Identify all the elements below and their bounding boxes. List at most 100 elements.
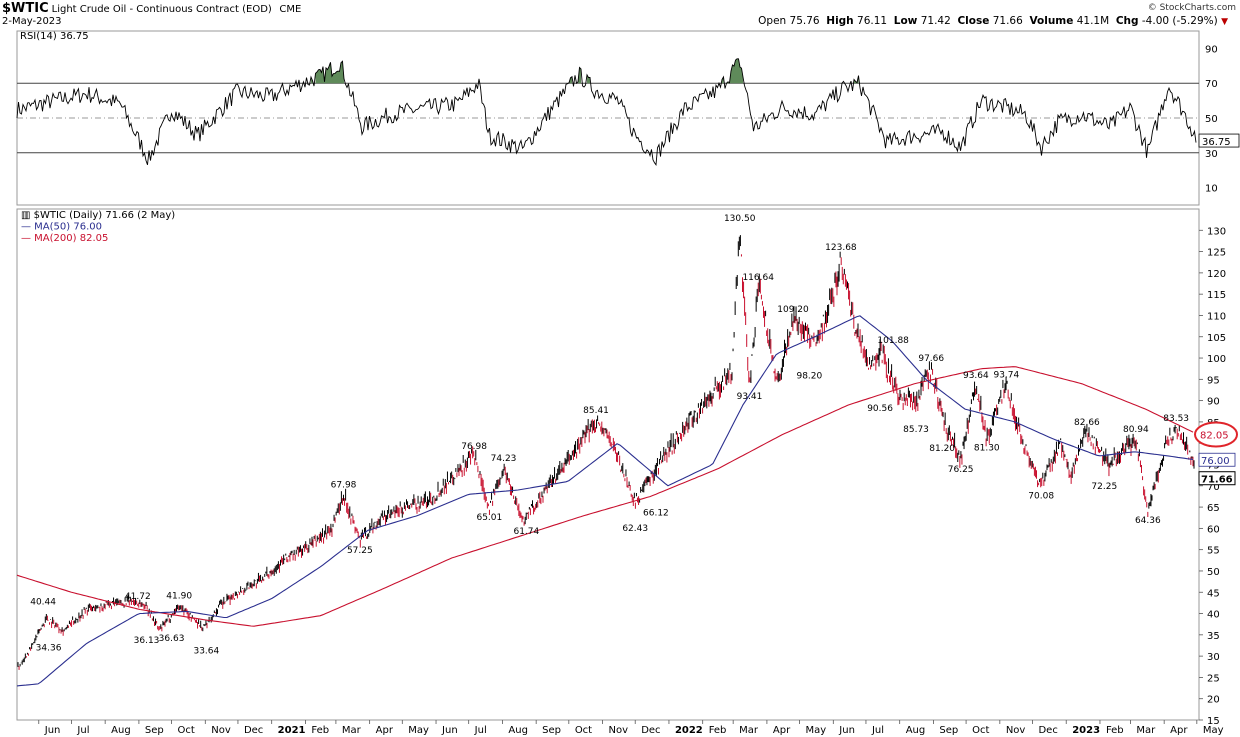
price-annotation: 65.01: [476, 513, 502, 523]
low-label: Low: [893, 15, 918, 27]
x-tick-label: Aug: [906, 725, 926, 736]
price-tick-95: 95: [1207, 375, 1220, 386]
price-annotation: 41.72: [125, 592, 151, 602]
x-tick-label: Sep: [542, 725, 561, 736]
price-annotation: 66.12: [643, 508, 669, 518]
price-tick-15: 15: [1207, 716, 1220, 727]
x-tick-label: Apr: [1170, 725, 1188, 736]
price-annotation: 41.90: [166, 591, 192, 601]
symbol-title: $WTIC Light Crude Oil - Continuous Contra…: [2, 1, 301, 16]
ma50-last-value-box: [1198, 452, 1236, 467]
down-arrow-icon: ▼: [1221, 17, 1228, 27]
price-tick-40: 40: [1207, 610, 1220, 621]
x-tick-label: Jun: [838, 725, 855, 736]
chg-label: Chg: [1115, 15, 1139, 27]
close-last-value-box: [1198, 471, 1236, 486]
close-last-value: 71.66: [1201, 475, 1233, 486]
high-value: 76.11: [857, 15, 888, 27]
price-tick-105: 105: [1207, 333, 1226, 344]
price-annotation: 130.50: [724, 214, 756, 224]
price-frame: [16, 208, 1200, 721]
price-annotation: 64.36: [1135, 516, 1161, 526]
price-annotation: 90.56: [867, 404, 893, 414]
price-tick-90: 90: [1207, 397, 1220, 408]
price-tick-20: 20: [1207, 695, 1220, 706]
symbol-description: Light Crude Oil - Continuous Contract (E…: [51, 4, 272, 15]
ma200-last-value-circle: [1194, 421, 1238, 448]
x-tick-label: May: [408, 725, 429, 736]
rsi-tick-50: 50: [1205, 114, 1218, 125]
x-tick-label: Nov: [211, 725, 231, 736]
x-tick-label: Dec: [641, 725, 660, 736]
x-tick-label: 2021: [278, 725, 306, 736]
price-annotation: 61.74: [513, 527, 539, 537]
price-annotation: 81.30: [974, 444, 1000, 454]
price-annotation: 80.94: [1123, 425, 1149, 435]
x-tick-label: Jun: [44, 725, 61, 736]
x-tick-label: Mar: [342, 725, 362, 736]
price-tick-130: 130: [1207, 226, 1226, 237]
price-tick-110: 110: [1207, 311, 1226, 322]
price-tick-120: 120: [1207, 269, 1226, 280]
rsi-title: RSI(14) 36.75: [20, 31, 89, 42]
legend-entry: — MA(50) 76.00: [21, 222, 102, 233]
quote-line: Open 75.76 High 76.11 Low 71.42 Close 71…: [758, 15, 1228, 27]
price-annotation: 70.08: [1028, 491, 1054, 501]
high-label: High: [826, 15, 854, 27]
x-tick-label: Apr: [376, 725, 394, 736]
price-annotation: 93.41: [737, 392, 763, 402]
low-value: 71.42: [920, 15, 951, 27]
volume-value: 41.1M: [1076, 15, 1110, 27]
price-tick-35: 35: [1207, 631, 1220, 642]
x-tick-label: May: [1203, 725, 1224, 736]
price-annotation: 34.36: [36, 644, 62, 654]
price-tick-115: 115: [1207, 290, 1226, 301]
ma200-line: [16, 366, 1194, 627]
close-label: Close: [957, 15, 990, 27]
x-tick-label: Feb: [311, 725, 329, 736]
close-value: 71.66: [992, 15, 1023, 27]
price-tick-45: 45: [1207, 588, 1220, 599]
rsi-panel: 10 30 50 70 90 RSI(14) 36.75 36.75: [16, 30, 1240, 206]
price-tick-100: 100: [1207, 354, 1226, 365]
price-annotation: 40.44: [30, 598, 56, 608]
price-annotation: 33.64: [193, 647, 219, 657]
rsi-tick-90: 90: [1205, 44, 1218, 55]
rsi-tick-10: 10: [1205, 184, 1218, 195]
brand-watermark: © StockCharts.com: [1147, 3, 1236, 13]
x-tick-label: Jul: [871, 725, 884, 736]
price-annotation: 81.20: [929, 444, 955, 454]
price-tick-60: 60: [1207, 524, 1220, 535]
x-tick-label: Jul: [474, 725, 487, 736]
x-tick-label: Dec: [1038, 725, 1057, 736]
x-tick-label: Feb: [709, 725, 727, 736]
x-tick-label: Mar: [1136, 725, 1156, 736]
price-annotation: 116.64: [742, 273, 774, 283]
price-annotation: 76.98: [461, 442, 487, 452]
x-tick-label: Apr: [773, 725, 791, 736]
rsi-tick-30: 30: [1205, 149, 1218, 160]
price-tick-65: 65: [1207, 503, 1220, 514]
x-tick-label: Nov: [1006, 725, 1026, 736]
x-tick-label: Oct: [972, 725, 989, 736]
price-annotation: 97.66: [918, 354, 944, 364]
price-annotation: 123.68: [825, 243, 857, 253]
chart-header: $WTIC Light Crude Oil - Continuous Contra…: [0, 0, 1240, 28]
x-tick-label: Nov: [609, 725, 629, 736]
x-tick-label: Aug: [508, 725, 528, 736]
price-annotation: 36.13: [134, 636, 160, 646]
ma200-last-value: 82.05: [1200, 430, 1229, 441]
price-annotation: 36.63: [159, 634, 185, 644]
price-panel: 1520253035404550556065707580859095100105…: [16, 208, 1238, 736]
rsi-overbought-fill: [315, 61, 344, 84]
symbol: $WTIC: [2, 1, 49, 16]
x-tick-label: Sep: [939, 725, 958, 736]
rsi-tick-70: 70: [1205, 79, 1218, 90]
price-annotation: 72.25: [1091, 482, 1117, 492]
price-annotation: 101.88: [877, 336, 909, 346]
price-annotation: 74.23: [491, 454, 517, 464]
price-tick-25: 25: [1207, 673, 1220, 684]
rsi-last-value-box: [1198, 133, 1240, 148]
x-tick-label: Oct: [575, 725, 592, 736]
